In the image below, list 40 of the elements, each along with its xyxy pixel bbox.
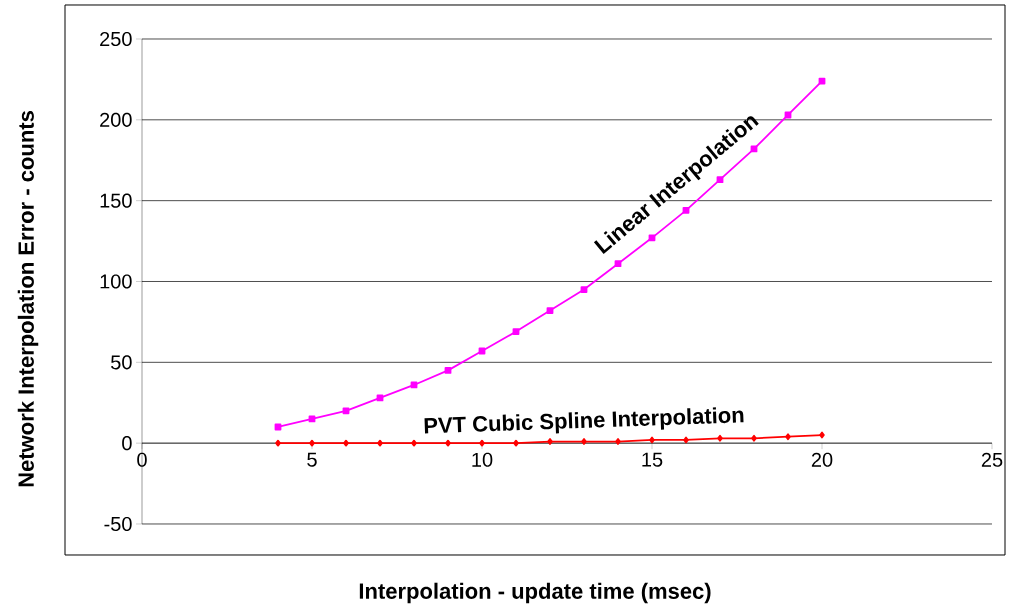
x-tick-label: 10 xyxy=(472,452,493,467)
x-tick-label: 25 xyxy=(981,452,1003,467)
point xyxy=(683,436,689,444)
y-tick-label: 0 xyxy=(122,436,132,451)
point xyxy=(275,439,281,447)
point xyxy=(785,433,791,441)
point xyxy=(580,286,588,293)
point xyxy=(445,439,451,447)
x-tick-label: 15 xyxy=(642,452,663,467)
point xyxy=(444,367,452,374)
point xyxy=(819,431,825,439)
point xyxy=(512,328,520,336)
point xyxy=(513,439,519,447)
y-tick-label: 250 xyxy=(100,31,132,47)
x-axis-title: Interpolation - update time (msec) xyxy=(359,582,711,604)
point xyxy=(342,407,350,415)
y-tick-label: 150 xyxy=(100,193,132,208)
x-tick-label: 5 xyxy=(307,452,317,467)
point xyxy=(615,438,621,445)
x-tick-label: 0 xyxy=(137,452,147,467)
point xyxy=(547,438,553,445)
point xyxy=(649,436,655,444)
y-tick-label: 50 xyxy=(111,355,132,370)
point xyxy=(343,439,349,447)
point xyxy=(751,434,757,442)
y-tick-label: -50 xyxy=(104,516,132,532)
point xyxy=(377,439,383,447)
x-tick-label: 20 xyxy=(811,452,833,467)
y-tick-label: 100 xyxy=(100,274,132,289)
annotation: PVT Cubic Spline Interpolation xyxy=(424,407,744,434)
y-axis-title: Network Interpolation Error - counts xyxy=(17,111,39,487)
y-tick-label: 200 xyxy=(100,112,132,127)
point xyxy=(546,307,554,314)
point xyxy=(614,260,622,268)
point xyxy=(717,434,723,442)
point xyxy=(479,439,485,447)
point xyxy=(376,394,384,402)
point xyxy=(581,438,587,445)
point xyxy=(411,439,417,447)
point xyxy=(309,439,315,447)
